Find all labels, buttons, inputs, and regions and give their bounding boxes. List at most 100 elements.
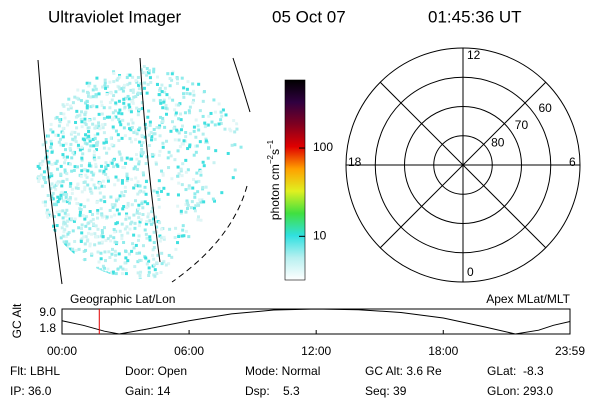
speckle [188,105,192,109]
speckle [141,150,145,154]
speckle [70,217,74,221]
speckle [192,129,196,133]
speckle [126,83,130,87]
speckle [58,137,62,141]
speckle [68,184,72,188]
label-part: −2 [266,154,275,164]
speckle [148,123,152,127]
speckle [49,183,53,187]
speckle [197,179,201,183]
speckle [182,234,186,238]
speckle [63,191,67,195]
speckle [92,222,96,226]
speckle [145,236,149,240]
speckle [95,105,99,109]
speckle [150,138,154,142]
speckle [83,188,87,192]
speckle [63,211,67,215]
speckle [65,102,69,106]
speckle [63,192,67,196]
speckle [109,270,113,274]
speckle [170,72,174,76]
speckle [130,220,134,224]
speckle [73,150,77,154]
speckle [37,179,41,183]
speckle [221,108,225,112]
speckle [96,209,100,213]
speckle [142,190,146,194]
speckle [191,98,195,102]
speckle [149,80,153,84]
speckle [114,129,118,133]
speckle [93,84,97,88]
speckle [101,264,105,268]
speckle [219,122,223,126]
speckle [61,143,65,147]
speckle [201,185,205,189]
speckle [143,228,147,232]
speckle [119,123,123,127]
speckle [155,225,159,229]
speckle [181,142,185,146]
speckle [54,187,58,191]
speckle [50,194,54,198]
speckle [65,208,69,212]
speckle [116,133,120,137]
speckle [86,126,90,130]
speckle [186,203,190,207]
speckle [177,235,181,239]
speckle [239,145,243,149]
speckle [123,134,127,138]
speckle [114,253,118,257]
speckle [74,248,78,252]
speckle [120,233,124,237]
speckle [161,171,165,175]
speckle [133,265,137,269]
speckle [191,186,195,190]
speckle [134,129,138,133]
speckle [96,235,100,239]
speckle [100,215,104,219]
speckle [116,76,120,80]
speckle [128,127,132,131]
speckle [102,106,106,110]
mlt-label: 6 [569,155,576,169]
speckle [69,182,73,186]
speckle [67,242,71,246]
speckle [120,222,124,226]
speckle [133,226,137,230]
speckle [72,169,76,173]
speckle [83,242,87,246]
speckle [79,239,83,243]
speckle [197,203,201,207]
speckle [60,226,64,230]
speckle [95,148,99,152]
speckle [224,113,228,117]
speckle [137,224,141,228]
speckle [63,161,67,165]
speckle [62,155,66,159]
speckle [57,140,61,144]
speckle [168,84,172,88]
speckle [55,115,59,119]
speckle [192,93,196,97]
speckle [81,214,85,218]
speckle [65,193,69,197]
speckle [217,122,221,126]
speckle [114,101,118,105]
speckle [232,119,236,123]
speckle [207,146,211,150]
speckle [144,71,148,75]
speckle [115,240,119,244]
speckle [233,168,237,172]
speckle [160,251,164,255]
speckle [158,149,162,153]
speckle [155,230,159,234]
speckle [147,70,151,74]
speckle [94,87,98,91]
speckle [124,217,128,221]
speckle [124,268,128,272]
mlt-line [379,81,547,249]
speckle [144,126,148,130]
speckle [113,109,117,113]
